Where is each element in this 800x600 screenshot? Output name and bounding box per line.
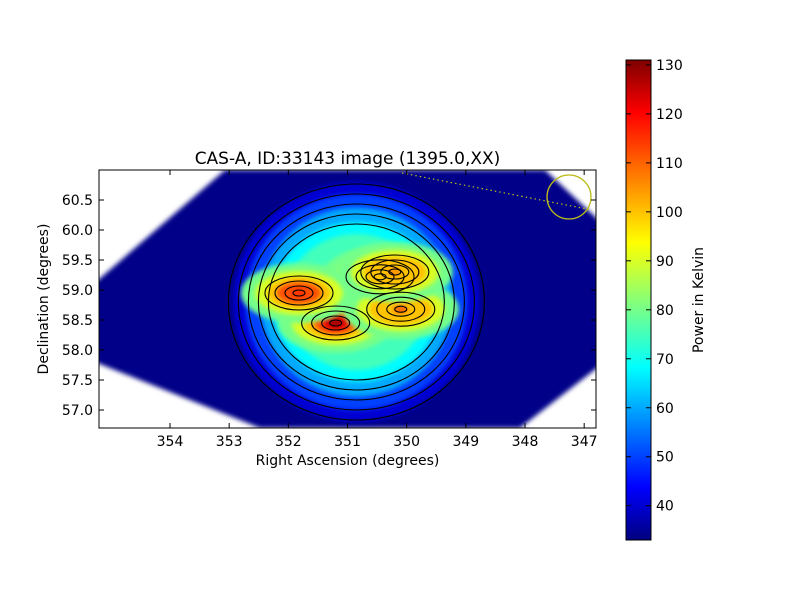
contour-line [365, 269, 395, 285]
colorbar-tick-label: 40 [656, 499, 674, 515]
y-tick-label: 57.0 [62, 403, 93, 419]
contour-line [284, 285, 314, 301]
contour-line [247, 203, 465, 401]
source-level [291, 289, 306, 297]
x-tick-label: 353 [216, 434, 243, 450]
contour-line [370, 259, 420, 285]
colorbar-tick-label: 100 [656, 205, 683, 221]
y-tick-label: 60.0 [62, 223, 93, 239]
contour-line [237, 193, 475, 411]
colorbar-gradient [626, 60, 651, 540]
colorbar-tick-label: 80 [656, 303, 674, 319]
colorbar: 130 120 110 100 90 80 70 60 50 40 Power in Kelvin [625, 58, 707, 541]
contour-line [329, 319, 343, 327]
colorbar-tick-label: 60 [656, 401, 674, 417]
y-tick-label: 60.5 [62, 193, 93, 209]
contour-line [394, 305, 408, 313]
contour-line [321, 315, 351, 331]
x-tick-label: 347 [571, 434, 598, 450]
x-tick-label: 350 [393, 434, 420, 450]
colorbar-tick-label: 70 [656, 352, 674, 368]
plot-area [98, 169, 597, 429]
x-tick-label: 349 [452, 434, 479, 450]
contour-line [388, 268, 402, 276]
x-tick-label: 351 [334, 434, 361, 450]
colorbar-tick-label: 130 [656, 58, 683, 74]
contour-line [380, 264, 410, 280]
colorbar-tick-label: 120 [656, 107, 683, 123]
y-tick-label: 58.0 [62, 343, 93, 359]
contour-layer [227, 183, 485, 421]
beam-marker [401, 172, 593, 220]
colorbar-tick-label: 110 [656, 156, 683, 172]
x-axis: 354 353 352 351 350 349 348 347 [157, 170, 598, 450]
x-tick-label: 348 [512, 434, 539, 450]
contour-line [292, 289, 306, 297]
chart-title: CAS-A, ID:33143 image (1395.0,XX) [195, 149, 501, 169]
contour-line [360, 254, 430, 290]
y-axis: 60.5 60.0 59.5 59.0 58.5 58.0 57.5 57.0 [62, 193, 596, 419]
contour-line [386, 301, 416, 317]
contour-line [376, 296, 426, 322]
contour-line [274, 280, 324, 306]
y-tick-label: 59.0 [62, 283, 93, 299]
contour-line [264, 275, 334, 311]
source-level [328, 319, 343, 327]
colorbar-tick-label: 50 [656, 450, 674, 466]
colorbar-label: Power in Kelvin [691, 247, 707, 353]
y-tick-label: 59.5 [62, 253, 93, 269]
heatmap-layer [233, 182, 480, 422]
x-tick-label: 354 [157, 434, 184, 450]
y-tick-label: 58.5 [62, 313, 93, 329]
contour-line [301, 305, 371, 341]
source-level [387, 268, 402, 276]
contour-line [373, 273, 387, 281]
contour-line [366, 291, 436, 327]
colorbar-tick-label: 90 [656, 254, 674, 270]
colorbar-ticks: 130 120 110 100 90 80 70 60 50 40 [626, 58, 683, 515]
x-tick-label: 352 [275, 434, 302, 450]
colorbar-frame [625, 59, 652, 541]
x-axis-label: Right Ascension (degrees) [256, 453, 440, 469]
y-tick-label: 57.5 [62, 373, 93, 389]
contour-line [227, 183, 485, 421]
contour-line [267, 223, 445, 381]
source-level [393, 305, 408, 314]
contour-line [311, 310, 361, 336]
contour-line [345, 259, 415, 295]
contour-line [257, 213, 455, 391]
y-axis-label: Declination (degrees) [36, 224, 52, 375]
